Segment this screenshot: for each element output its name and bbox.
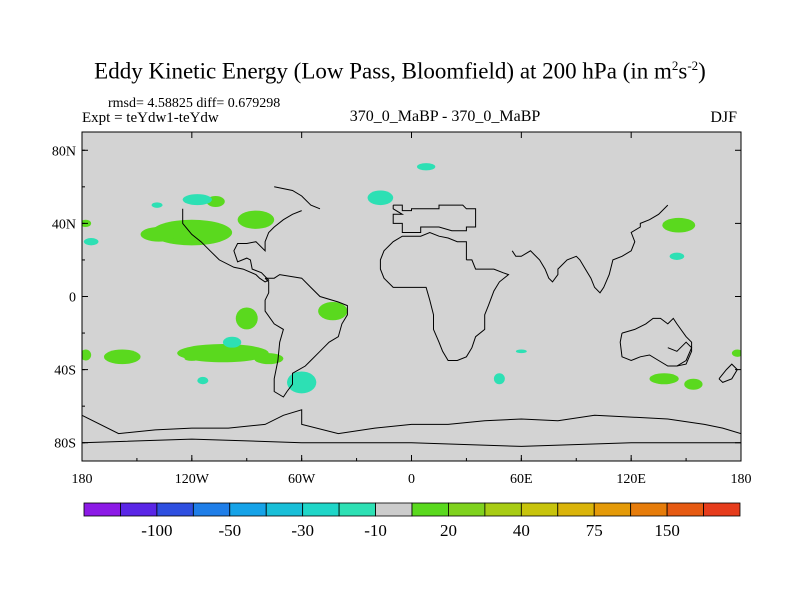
coastline-1 bbox=[379, 231, 510, 361]
negative-anomaly-21 bbox=[222, 336, 242, 348]
negative-anomaly-16 bbox=[416, 163, 436, 171]
colorbar-swatch-8 bbox=[375, 502, 413, 517]
contour-regions bbox=[82, 163, 741, 394]
positive-anomaly-5 bbox=[103, 349, 141, 365]
positive-anomaly-14 bbox=[731, 349, 741, 357]
positive-anomaly-1 bbox=[140, 227, 178, 242]
x-tick-label-2: 60W bbox=[288, 472, 316, 487]
colorbar-swatch-9 bbox=[411, 502, 449, 517]
negative-anomaly-20 bbox=[83, 238, 99, 246]
plot-background bbox=[82, 132, 741, 461]
colorbar-swatch-3 bbox=[192, 502, 231, 517]
negative-anomaly-22 bbox=[287, 371, 317, 394]
negative-anomaly-24 bbox=[197, 376, 209, 385]
colorbar-swatch-0 bbox=[83, 502, 121, 517]
y-tick-label-1: 40N bbox=[52, 217, 76, 232]
coastline-0 bbox=[392, 204, 477, 233]
coastline-2 bbox=[264, 274, 348, 398]
colorbar-swatch-7 bbox=[338, 502, 376, 517]
positive-anomaly-10 bbox=[82, 349, 92, 361]
colorbar-swatch-6 bbox=[302, 502, 340, 517]
colorbar-swatch-17 bbox=[703, 502, 741, 517]
negative-anomaly-17 bbox=[367, 190, 394, 206]
colorbar-label-7: 150 bbox=[654, 521, 680, 540]
coastline-3 bbox=[182, 208, 302, 283]
positive-anomaly-15 bbox=[184, 356, 200, 361]
positive-anomaly-6 bbox=[177, 344, 269, 363]
y-tick-label-0: 80N bbox=[52, 144, 76, 159]
colorbar-swatch-13 bbox=[557, 502, 595, 517]
coastline-4 bbox=[274, 186, 321, 210]
x-tick-label-6: 180 bbox=[731, 472, 752, 487]
colorbar-label-2: -30 bbox=[291, 521, 314, 540]
colorbar-swatch-14 bbox=[593, 502, 632, 517]
colorbar-swatch-15 bbox=[630, 502, 668, 517]
colorbar-label-6: 75 bbox=[586, 521, 603, 540]
positive-anomaly-9 bbox=[318, 301, 348, 321]
colorbar-label-0: -100 bbox=[141, 521, 172, 540]
colorbar-label-4: 20 bbox=[440, 521, 457, 540]
colorbar-label-1: -50 bbox=[218, 521, 241, 540]
negative-anomaly-23 bbox=[493, 373, 505, 385]
negative-anomaly-26 bbox=[669, 252, 685, 260]
negative-anomaly-25 bbox=[515, 349, 527, 354]
x-tick-label-4: 60E bbox=[510, 472, 533, 487]
colorbar-swatch-2 bbox=[156, 502, 194, 517]
positive-anomaly-12 bbox=[649, 373, 679, 385]
colorbar: -100 -50 -30 -10 20 40 75 150 bbox=[83, 502, 741, 540]
x-tick-label-5: 120E bbox=[616, 472, 646, 487]
coastline-6 bbox=[619, 317, 693, 367]
x-tick-label-3: 0 bbox=[408, 472, 415, 487]
colorbar-swatch-12 bbox=[520, 502, 559, 517]
negative-anomaly-18 bbox=[182, 194, 212, 206]
colorbar-label-5: 40 bbox=[513, 521, 530, 540]
positive-anomaly-7 bbox=[254, 353, 284, 365]
case-comparison-label: 370_0_MaBP - 370_0_MaBP bbox=[349, 108, 541, 125]
y-tick-label-2: 0 bbox=[69, 291, 76, 306]
negative-anomaly-19 bbox=[151, 202, 163, 208]
colorbar-label-3: -10 bbox=[364, 521, 387, 540]
x-axis: 180 120W 60W 0 60E 120E 180 bbox=[72, 132, 752, 487]
colorbar-swatch-10 bbox=[448, 502, 486, 517]
positive-anomaly-8 bbox=[235, 307, 258, 330]
season-label: DJF bbox=[710, 109, 737, 126]
colorbar-swatch-1 bbox=[120, 502, 158, 517]
rmsd-diff-label: rmsd= 4.58825 diff= 0.679298 bbox=[108, 96, 281, 111]
chart-title: Eddy Kinetic Energy (Low Pass, Bloomfiel… bbox=[94, 58, 706, 84]
positive-anomaly-2 bbox=[237, 210, 275, 229]
colorbar-swatch-4 bbox=[229, 502, 267, 517]
experiment-label: Expt = teYdw1-teYdw bbox=[82, 110, 219, 126]
x-tick-label-0: 180 bbox=[72, 472, 93, 487]
y-axis: 80N 40N 0 40S 80S bbox=[52, 144, 741, 452]
coastline-8 bbox=[667, 341, 693, 367]
y-tick-label-4: 80S bbox=[54, 437, 76, 452]
positive-anomaly-11 bbox=[662, 217, 696, 233]
x-tick-label-1: 120W bbox=[175, 472, 210, 487]
positive-anomaly-13 bbox=[684, 378, 703, 390]
colorbar-swatch-5 bbox=[265, 502, 304, 517]
coastline-5 bbox=[511, 204, 669, 294]
coastline-7 bbox=[82, 409, 741, 435]
coastlines bbox=[82, 186, 741, 447]
coastline-10 bbox=[82, 438, 741, 447]
y-tick-label-3: 40S bbox=[54, 364, 76, 379]
colorbar-swatch-11 bbox=[484, 502, 522, 517]
colorbar-swatch-16 bbox=[666, 502, 704, 517]
